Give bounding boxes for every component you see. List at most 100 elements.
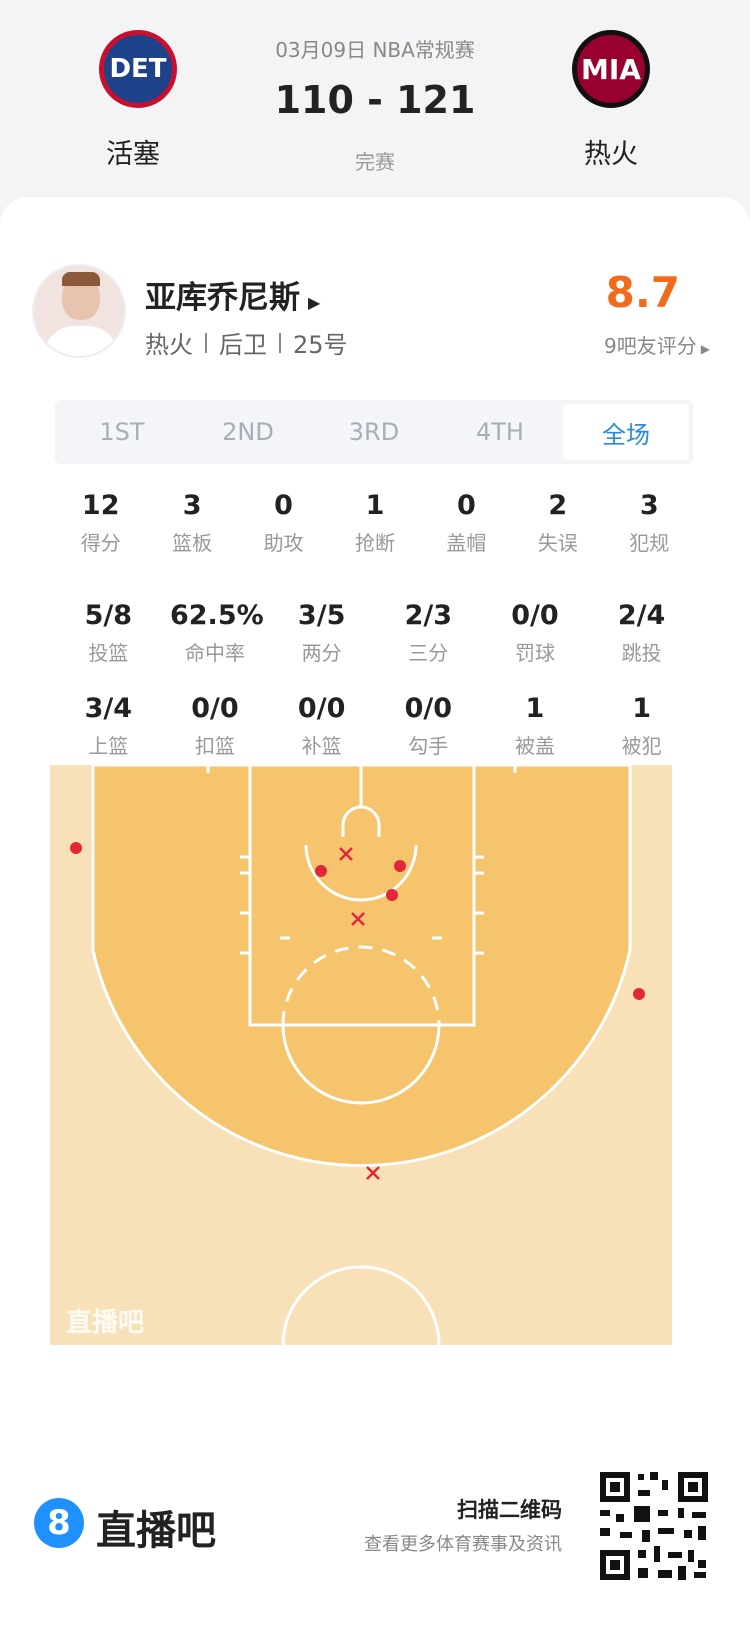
made-shot xyxy=(70,842,82,854)
away-name: 热火 xyxy=(584,139,638,170)
rating: 8.7 xyxy=(605,268,680,317)
period-tab[interactable]: 全场 xyxy=(563,404,689,460)
stat-value: 0/0 xyxy=(297,693,346,724)
stat-label: 勾手 xyxy=(408,734,449,758)
period-tab[interactable]: 3RD xyxy=(348,418,400,446)
missed-shot xyxy=(339,847,353,861)
stat-label: 失误 xyxy=(537,531,578,555)
score: 110 - 121 xyxy=(274,78,476,122)
qr-modules xyxy=(600,1472,708,1580)
stat-label: 助攻 xyxy=(263,531,304,555)
stat-value: 0 xyxy=(456,490,476,521)
court-lines xyxy=(206,765,517,1345)
stat-value: 2/4 xyxy=(617,600,666,631)
stat-cell: 0/0 罚球 xyxy=(490,600,580,666)
stat-label: 两分 xyxy=(301,641,342,665)
watermark: 直播吧 xyxy=(66,1308,144,1338)
stat-label: 罚球 xyxy=(514,641,555,665)
missed-shot xyxy=(351,912,365,926)
qr-code xyxy=(598,1470,710,1582)
avatar-hair xyxy=(62,272,100,286)
stat-value: 1 xyxy=(365,490,385,521)
stat-cell: 3 犯规 xyxy=(604,490,694,556)
stat-value: 0/0 xyxy=(404,693,453,724)
stat-label: 跳投 xyxy=(621,641,662,665)
stat-value: 2/3 xyxy=(404,600,453,631)
match-header: DET 活塞 03月09日 NBA常规赛 110 - 121 完赛 MIA 热火 xyxy=(0,0,750,200)
stat-cell: 3/5 两分 xyxy=(277,600,367,666)
made-shot xyxy=(315,865,327,877)
made-shot xyxy=(394,860,406,872)
stat-value: 3/5 xyxy=(297,600,346,631)
player-avatar xyxy=(32,264,126,358)
home-logo: DET xyxy=(99,30,177,108)
three-point-area xyxy=(91,765,632,1168)
footer-scan: 扫描二维码 xyxy=(457,1498,562,1522)
center-circle xyxy=(281,1265,441,1345)
stat-cell: 2 失误 xyxy=(513,490,603,556)
stat-label: 上篮 xyxy=(88,734,129,758)
status: 完赛 xyxy=(355,150,395,174)
period-tab[interactable]: 4TH xyxy=(476,418,524,446)
stat-label: 命中率 xyxy=(184,641,245,665)
stat-label: 三分 xyxy=(408,641,449,665)
stat-row: 3/4 上篮 0/0 扣篮 0/0 补篮 0/0 勾手 1 被盖 1 被犯 xyxy=(55,693,695,759)
stat-cell: 3/4 上篮 xyxy=(63,693,153,759)
footer-brand: 直播吧 xyxy=(96,1508,216,1554)
divider xyxy=(279,332,281,353)
stat-label: 盖帽 xyxy=(446,531,487,555)
player-name-text[interactable]: 亚库乔尼斯 xyxy=(145,280,300,316)
stat-cell: 1 被盖 xyxy=(490,693,580,759)
stat-row: 5/8 投篮 62.5% 命中率 3/5 两分 2/3 三分 0/0 罚球 2/4 跳投 xyxy=(55,600,695,666)
rating-label[interactable]: 9吧友评分 xyxy=(604,334,697,358)
stat-cell: 1 抢断 xyxy=(330,490,420,556)
info-item: 热火 xyxy=(145,331,193,359)
info-item: 后卫 xyxy=(219,331,267,359)
made-shots xyxy=(70,842,645,1000)
missed-shot xyxy=(366,1166,380,1180)
player-name[interactable]: 亚库乔尼斯 ▶ xyxy=(145,272,320,317)
footer-sub: 查看更多体育赛事及资讯 xyxy=(364,1534,562,1555)
stat-value: 2 xyxy=(548,490,568,521)
stat-cell: 0/0 补篮 xyxy=(277,693,367,759)
rating-link[interactable]: 9吧友评分 ▶ xyxy=(560,330,710,359)
stat-value: 0/0 xyxy=(511,600,559,631)
period-tab[interactable]: 1ST xyxy=(99,418,145,446)
period-tab[interactable]: 2ND xyxy=(222,418,274,446)
paint xyxy=(248,765,476,1027)
stat-cell: 5/8 投篮 xyxy=(63,600,153,666)
home-name: 活塞 xyxy=(106,139,160,170)
stat-cell: 12 得分 xyxy=(56,490,146,556)
avatar-body xyxy=(44,326,118,356)
away-logo: MIA xyxy=(572,30,650,108)
divider xyxy=(205,332,207,353)
info-item: 25号 xyxy=(293,331,348,359)
missed-shots xyxy=(339,847,380,1180)
stat-value: 5/8 xyxy=(84,600,133,631)
date-league: 03月09日 NBA常规赛 xyxy=(275,38,475,62)
stat-label: 得分 xyxy=(80,531,121,555)
player-info: 热火 后卫 25号 xyxy=(145,325,348,360)
stat-label: 扣篮 xyxy=(194,734,235,758)
made-shot xyxy=(386,889,398,901)
ft-circle xyxy=(281,1024,441,1105)
stat-cell: 0 助攻 xyxy=(239,490,329,556)
arrow: ▶ xyxy=(308,293,321,312)
stat-cell: 62.5% 命中率 xyxy=(170,600,264,666)
stat-value: 0 xyxy=(274,490,293,521)
stat-cell: 0/0 扣篮 xyxy=(170,693,260,759)
stat-value: 3 xyxy=(182,490,202,521)
stat-label: 补篮 xyxy=(301,734,342,758)
stat-cell: 2/4 跳投 xyxy=(597,600,687,666)
stat-value: 12 xyxy=(81,490,120,521)
ft-circle-dashed xyxy=(281,945,441,1026)
stat-value: 3 xyxy=(639,490,659,521)
stat-cell: 2/3 三分 xyxy=(383,600,473,666)
stat-label: 抢断 xyxy=(354,531,395,555)
stat-label: 篮板 xyxy=(172,531,213,555)
stat-label: 犯规 xyxy=(629,531,670,555)
stat-value: 0/0 xyxy=(191,693,239,724)
period-tabs: 1ST 2ND 3RD 4TH 全场 xyxy=(55,400,693,464)
stat-cell: 1 被犯 xyxy=(597,693,687,759)
